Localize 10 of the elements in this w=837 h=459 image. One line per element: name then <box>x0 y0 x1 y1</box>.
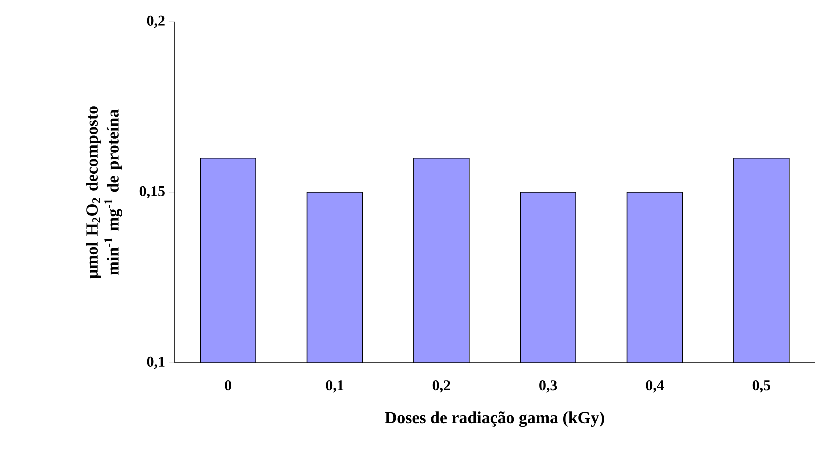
x-tick-label: 0,4 <box>646 380 664 393</box>
y-tick-label: 0,2 <box>147 16 165 28</box>
x-tick-label: 0 <box>225 380 232 391</box>
x-tick-label: 0,1 <box>326 380 344 393</box>
x-tick-label: 0,5 <box>752 380 770 393</box>
y-tick-label: 0,1 <box>147 356 165 370</box>
y-tick-label: 0,15 <box>140 186 165 199</box>
x-tick-label: 0,2 <box>432 380 450 393</box>
x-tick-label: 0,3 <box>540 380 558 393</box>
x-axis-title: Doses de radiação gama (kGy) <box>385 412 604 428</box>
